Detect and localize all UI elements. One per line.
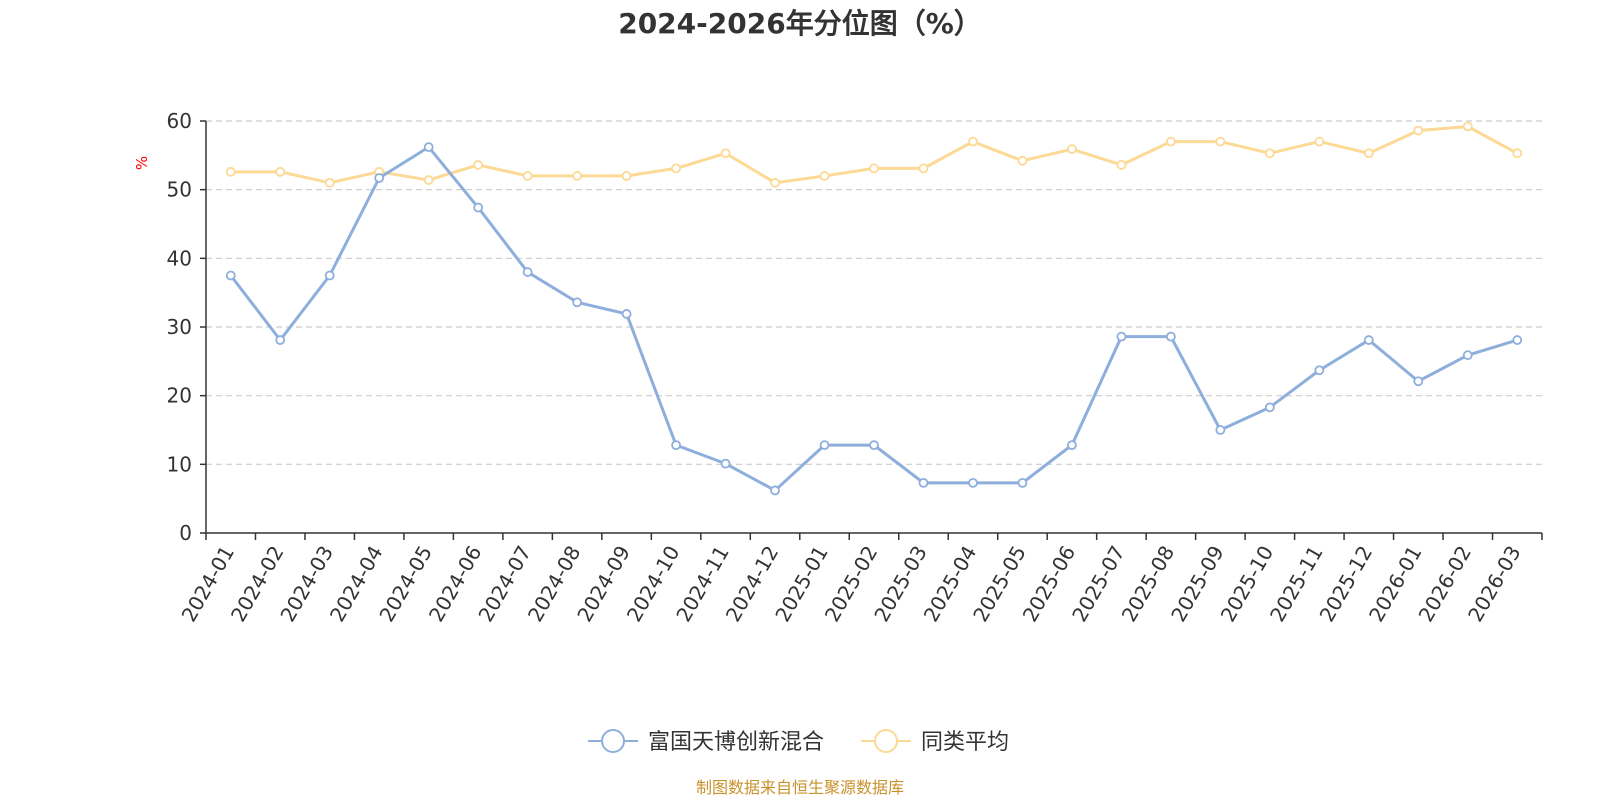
data-point[interactable]	[572, 297, 583, 308]
y-tick-label: 20	[167, 384, 192, 408]
data-point[interactable]	[1363, 335, 1374, 345]
data-point[interactable]	[275, 166, 286, 177]
data-point[interactable]	[1165, 136, 1176, 147]
data-point[interactable]	[671, 440, 681, 451]
data-point[interactable]	[918, 163, 929, 174]
data-point[interactable]	[572, 171, 583, 181]
y-tick-label: 50	[167, 178, 192, 202]
legend-label: 同类平均	[921, 730, 1009, 755]
data-point[interactable]	[522, 267, 533, 277]
data-point[interactable]	[621, 171, 632, 181]
data-point[interactable]	[671, 163, 681, 174]
data-point[interactable]	[869, 440, 879, 451]
data-point[interactable]	[1017, 155, 1028, 166]
series-line	[229, 145, 1519, 492]
data-point[interactable]	[1215, 136, 1226, 147]
data-point[interactable]	[720, 458, 731, 469]
data-point[interactable]	[1462, 350, 1473, 361]
legend-item[interactable]: 同类平均	[861, 729, 1009, 755]
data-point[interactable]	[1462, 121, 1473, 132]
data-point[interactable]	[473, 202, 484, 213]
data-point[interactable]	[1512, 335, 1523, 345]
data-point[interactable]	[1413, 376, 1424, 387]
y-tick-label: 40	[167, 246, 192, 270]
gridlines	[206, 120, 1542, 465]
data-source-note: 制图数据来自恒生聚源数据库	[696, 778, 904, 797]
data-point[interactable]	[324, 177, 335, 188]
y-tick-label: 30	[167, 315, 192, 339]
data-point[interactable]	[1165, 331, 1176, 342]
y-tick-label: 60	[167, 109, 192, 133]
data-point[interactable]	[968, 136, 978, 147]
chart-title: 2024-2026年分位图（%）	[618, 7, 982, 40]
legend-item[interactable]: 富国天博创新混合	[588, 729, 824, 755]
data-point[interactable]	[770, 177, 780, 188]
data-point[interactable]	[1314, 365, 1325, 376]
data-point[interactable]	[1413, 125, 1424, 136]
data-point[interactable]	[473, 160, 484, 170]
y-tick-label: 10	[167, 452, 192, 476]
data-point[interactable]	[1314, 136, 1325, 147]
data-point[interactable]	[1116, 160, 1127, 170]
y-tick-label: 0	[179, 521, 192, 545]
data-point[interactable]	[1215, 425, 1226, 435]
data-point[interactable]	[1264, 402, 1275, 413]
series-lines	[225, 121, 1523, 496]
legend-marker	[874, 729, 898, 753]
data-point[interactable]	[225, 166, 236, 177]
data-point[interactable]	[918, 477, 929, 488]
legend-marker	[601, 729, 625, 753]
axes: 01020304050602024-012024-022024-032024-0…	[167, 109, 1543, 626]
legend[interactable]: 富国天博创新混合 同类平均	[588, 729, 1009, 755]
data-point[interactable]	[275, 335, 286, 345]
data-point[interactable]	[720, 148, 731, 159]
data-point[interactable]	[522, 171, 533, 181]
y-axis-unit-label: %	[133, 156, 151, 170]
data-point[interactable]	[324, 270, 335, 281]
data-point[interactable]	[374, 173, 385, 183]
legend-label: 富国天博创新混合	[648, 730, 824, 755]
data-point[interactable]	[1017, 477, 1028, 488]
data-point[interactable]	[1264, 148, 1275, 159]
data-point[interactable]	[423, 142, 434, 152]
data-point[interactable]	[1512, 148, 1523, 159]
data-point[interactable]	[1363, 148, 1374, 159]
data-point[interactable]	[819, 440, 830, 451]
data-point[interactable]	[225, 270, 236, 281]
data-point[interactable]	[869, 163, 879, 174]
data-point[interactable]	[1067, 144, 1077, 155]
data-point[interactable]	[1116, 331, 1127, 342]
data-point[interactable]	[770, 485, 780, 496]
series-line	[229, 124, 1519, 185]
data-point[interactable]	[968, 477, 978, 488]
data-point[interactable]	[423, 175, 434, 185]
data-point[interactable]	[819, 171, 830, 181]
data-point[interactable]	[1067, 440, 1077, 451]
data-point[interactable]	[621, 309, 632, 319]
